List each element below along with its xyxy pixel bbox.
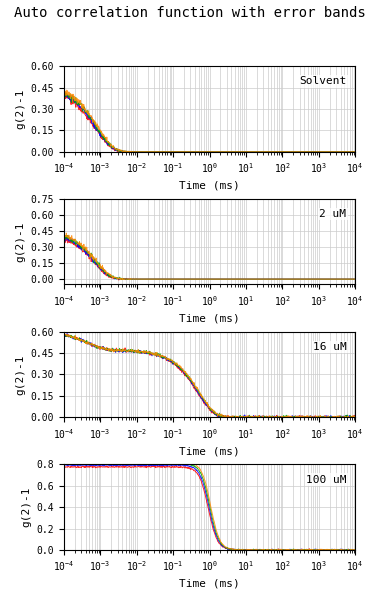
Text: Auto correlation function with error bands: Auto correlation function with error ban… xyxy=(14,6,365,20)
Y-axis label: g(2)-1: g(2)-1 xyxy=(15,354,25,394)
Text: Solvent: Solvent xyxy=(299,76,346,86)
Text: 16 uM: 16 uM xyxy=(313,342,346,352)
Y-axis label: g(2)-1: g(2)-1 xyxy=(15,89,25,129)
Y-axis label: g(2)-1: g(2)-1 xyxy=(15,222,25,262)
X-axis label: Time (ms): Time (ms) xyxy=(179,181,240,191)
Text: 100 uM: 100 uM xyxy=(306,475,346,484)
X-axis label: Time (ms): Time (ms) xyxy=(179,579,240,589)
Y-axis label: g(2)-1: g(2)-1 xyxy=(21,487,31,527)
Text: 2 uM: 2 uM xyxy=(319,209,346,219)
X-axis label: Time (ms): Time (ms) xyxy=(179,446,240,456)
X-axis label: Time (ms): Time (ms) xyxy=(179,313,240,324)
